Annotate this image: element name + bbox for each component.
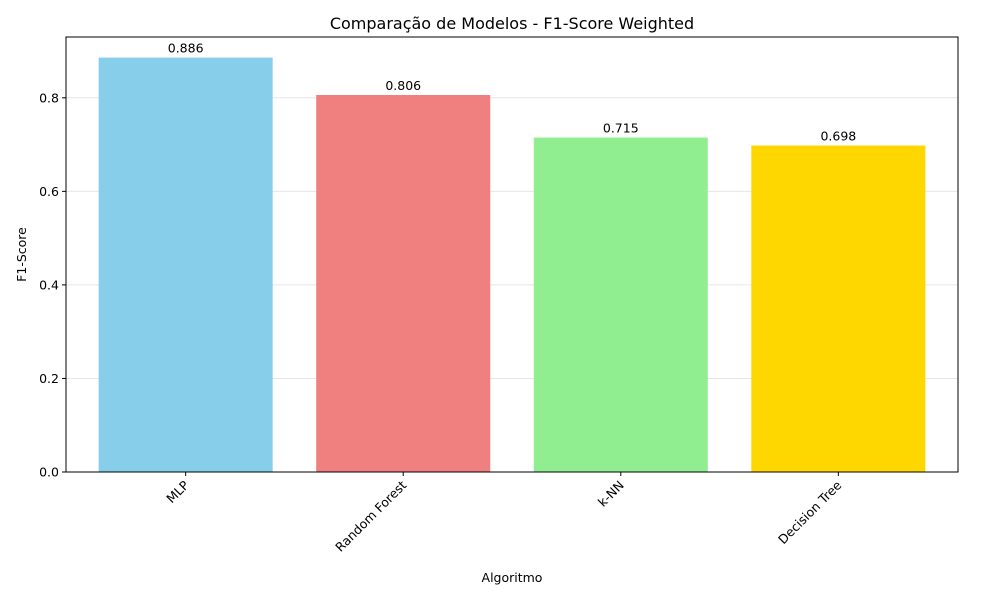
bars [98, 57, 926, 473]
x-tick-label: Random Forest [332, 477, 409, 554]
axes-frame [65, 36, 959, 473]
bar-value-label: 0.698 [820, 129, 856, 144]
x-tick-label: Decision Tree [775, 477, 845, 547]
y-tick-label: 0.8 [39, 90, 59, 105]
data-labels: 0.886 0.806 0.715 0.698 [168, 41, 857, 144]
bar-value-label: 0.806 [385, 78, 421, 93]
y-tick-label: 0.4 [39, 277, 59, 292]
y-axis-label: F1-Score [14, 227, 29, 282]
bar-value-label: 0.715 [603, 121, 639, 136]
y-tick-label: 0.6 [39, 184, 59, 199]
y-axis-ticks: 0.0 0.2 0.4 0.6 0.8 [39, 90, 66, 480]
y-tick-label: 0.2 [39, 371, 59, 386]
x-tick-label: k-NN [595, 478, 627, 510]
bar [751, 145, 926, 473]
y-tick-label: 0.0 [39, 465, 59, 480]
x-axis-ticks: MLP Random Forest k-NN Decision Tree [163, 472, 845, 555]
bar [533, 137, 708, 472]
bar-value-label: 0.886 [168, 41, 204, 56]
bar [316, 95, 491, 472]
x-axis-label: Algoritmo [482, 570, 543, 585]
bar [98, 57, 273, 472]
chart-title: Comparação de Modelos - F1-Score Weighte… [330, 14, 694, 33]
x-tick-label: MLP [163, 477, 192, 506]
